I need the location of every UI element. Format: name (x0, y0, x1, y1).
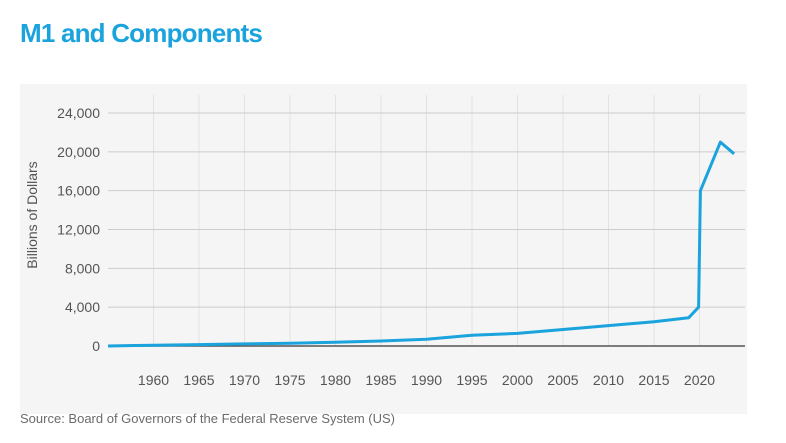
y-tick-label: 4,000 (65, 299, 100, 315)
x-tick-label: 2000 (502, 372, 533, 388)
y-axis-label: Billions of Dollars (24, 161, 40, 268)
x-tick-label: 1970 (229, 372, 260, 388)
grid-lines (108, 95, 745, 347)
x-tick-label: 1965 (183, 372, 214, 388)
y-tick-label: 0 (92, 338, 100, 354)
x-tick-label: 1995 (456, 372, 487, 388)
x-tick-label: 2020 (684, 372, 715, 388)
y-tick-label: 24,000 (57, 105, 100, 121)
x-tick-label: 1960 (138, 372, 169, 388)
x-tick-label: 1975 (274, 372, 305, 388)
x-tick-label: 1990 (411, 372, 442, 388)
y-tick-label: 16,000 (57, 183, 100, 199)
chart-title: M1 and Components (20, 18, 263, 48)
plot-background (20, 84, 747, 414)
x-tick-label: 1980 (320, 372, 351, 388)
y-tick-labels: 0 4,000 8,000 12,000 16,000 20,000 24,000 (57, 105, 100, 354)
x-tick-labels: 1960 1965 1970 1975 1980 1985 1990 1995 2000 2005… (138, 372, 715, 388)
x-tick-label: 2015 (638, 372, 669, 388)
source-note: Source: Board of Governors of the Federa… (20, 411, 395, 426)
x-tick-label: 1985 (365, 372, 396, 388)
x-tick-label: 2010 (593, 372, 624, 388)
y-tick-label: 8,000 (65, 260, 100, 276)
x-tick-label: 2005 (547, 372, 578, 388)
y-tick-label: 12,000 (57, 222, 100, 238)
y-tick-label: 20,000 (57, 144, 100, 160)
series-line-m1 (107, 140, 736, 348)
